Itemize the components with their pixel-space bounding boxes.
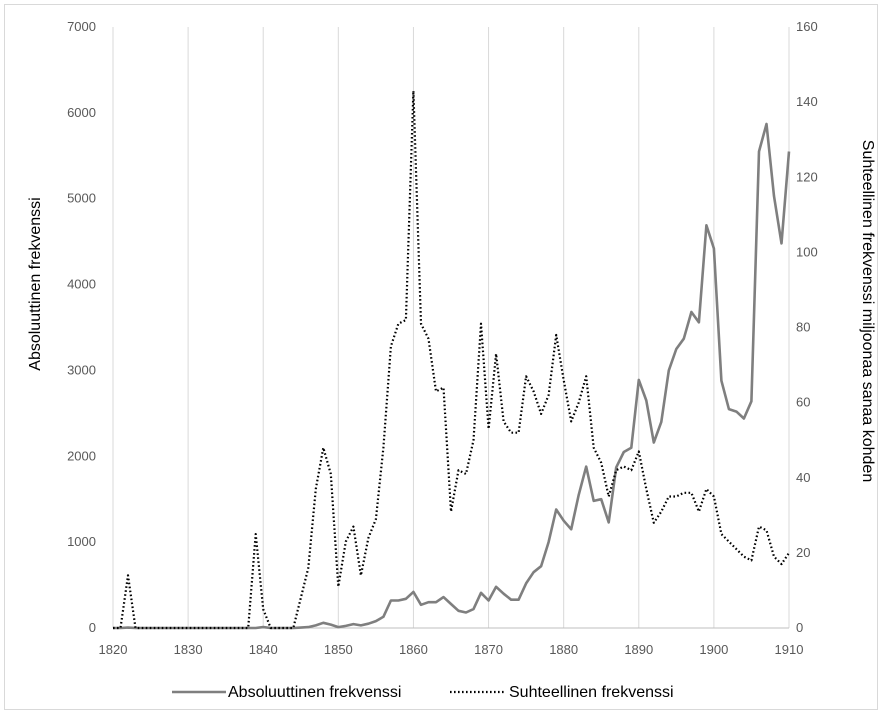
y-tick-label: 3000: [67, 362, 96, 377]
left-y-axis-ticks: 0 1000 2000 3000 4000 5000 6000 7000: [67, 19, 96, 635]
legend-label-absoluuttinen: Absoluuttinen frekvenssi: [228, 684, 401, 701]
legend-label-suhteellinen: Suhteellinen frekvenssi: [509, 684, 674, 701]
series-line-absoluuttinen: [113, 122, 791, 630]
x-tick-label: 1890: [624, 642, 653, 657]
x-tick-label: 1850: [324, 642, 353, 657]
y2-tick-label: 60: [796, 395, 810, 410]
x-tick-label: 1880: [549, 642, 578, 657]
y2-tick-label: 20: [796, 545, 810, 560]
legend: Absoluuttinen frekvenssi Suhteellinen fr…: [172, 684, 674, 701]
x-tick-label: 1900: [699, 642, 728, 657]
x-tick-label: 1910: [775, 642, 804, 657]
x-tick-label: 1860: [399, 642, 428, 657]
y-tick-label: 4000: [67, 277, 96, 292]
x-tick-label: 1870: [474, 642, 503, 657]
y-tick-label: 0: [89, 620, 96, 635]
y2-tick-label: 140: [796, 94, 818, 109]
right-y-axis-title: Suhteellinen frekvenssi miljoonaa sanaa …: [859, 140, 876, 482]
y2-tick-label: 40: [796, 470, 810, 485]
x-tick-label: 1820: [99, 642, 128, 657]
left-y-axis-title: Absoluuttinen frekvenssi: [27, 197, 44, 370]
y2-tick-label: 160: [796, 19, 818, 34]
x-tick-label: 1840: [249, 642, 278, 657]
y2-tick-label: 80: [796, 320, 810, 335]
y2-tick-label: 0: [796, 620, 803, 635]
y-tick-label: 1000: [67, 534, 96, 549]
y-tick-label: 6000: [67, 105, 96, 120]
y-tick-label: 5000: [67, 191, 96, 206]
y2-tick-label: 120: [796, 169, 818, 184]
chart-frame: [4, 4, 878, 710]
right-y-axis-ticks: 0 20 40 60 80 100 120 140 160: [796, 19, 818, 635]
y-tick-label: 7000: [67, 19, 96, 34]
y-tick-label: 2000: [67, 448, 96, 463]
x-axis-ticks: 1820 1830 1840 1850 1860 1870 1880 1890 1900 1910: [99, 642, 804, 657]
y2-tick-label: 100: [796, 244, 818, 259]
x-tick-label: 1830: [174, 642, 203, 657]
series-layer: [113, 89, 791, 630]
series-line-suhteellinen: [113, 89, 790, 630]
vertical-gridlines: [112, 27, 790, 628]
